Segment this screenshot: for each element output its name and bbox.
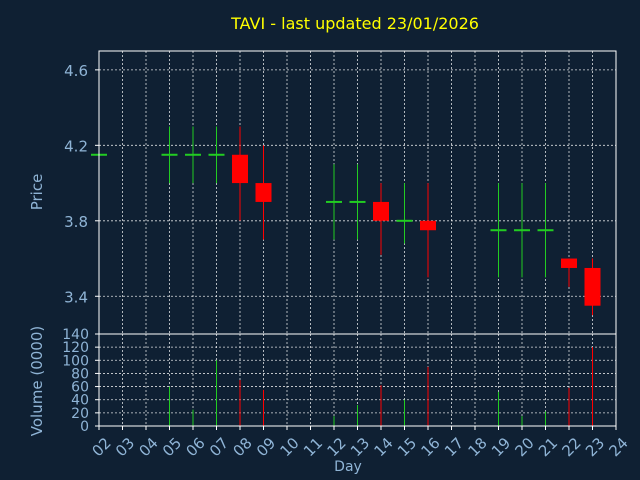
price-tick-label: 4.2: [64, 137, 88, 155]
x-tick-label: 02: [89, 434, 115, 460]
volume-axis-label: Volume (0000): [28, 326, 46, 436]
x-tick-label: 03: [112, 434, 138, 460]
x-tick-label: 10: [277, 434, 303, 460]
price-tick-labels: 3.4 3.8 4.2 4.6: [64, 62, 99, 306]
x-tick-label: 06: [183, 434, 209, 460]
candle-body: [584, 267, 601, 306]
candle-body: [232, 154, 248, 184]
x-tick-label: 19: [488, 434, 514, 460]
x-tick-label: 20: [512, 434, 538, 460]
x-tick-label: 04: [136, 434, 162, 460]
x-tick-label: 15: [394, 434, 420, 460]
x-tick-label: 05: [159, 434, 185, 460]
x-tick-label: 23: [582, 434, 608, 460]
x-tick-label: 08: [230, 434, 256, 460]
x-tick-label: 07: [206, 434, 232, 460]
candle-body: [561, 258, 577, 268]
volume-tick-label: 100: [62, 353, 89, 369]
candles: [91, 126, 601, 316]
volume-tick-label: 140: [62, 327, 89, 343]
price-tick-label: 3.8: [64, 213, 88, 231]
volume-tick-label: 20: [71, 406, 89, 422]
volume-tick-label: 0: [80, 419, 89, 435]
price-axis-label: Price: [28, 174, 46, 211]
x-tick-label: 24: [606, 434, 632, 460]
candle-body: [420, 220, 436, 231]
price-tick-label: 4.6: [64, 62, 88, 80]
x-tick-label: 13: [347, 434, 373, 460]
x-tick-label: 18: [465, 434, 491, 460]
x-tick-label: 22: [559, 434, 585, 460]
volume-bars: [169, 347, 593, 426]
x-tick-labels: 0203040506070809101112131415161718192021…: [89, 426, 632, 460]
x-tick-label: 09: [253, 434, 279, 460]
price-tick-label: 3.4: [64, 288, 88, 306]
volume-tick-label: 120: [62, 340, 89, 356]
x-tick-label: 12: [324, 434, 350, 460]
candle-body: [373, 201, 389, 221]
volume-tick-label: 60: [71, 380, 89, 396]
x-tick-label: 11: [300, 434, 326, 460]
x-axis-label: Day: [334, 459, 362, 475]
candle-body: [255, 183, 272, 202]
x-tick-label: 17: [441, 434, 467, 460]
x-tick-label: 16: [418, 434, 444, 460]
chart-title: TAVI - last updated 23/01/2026: [230, 14, 479, 33]
volume-tick-label: 40: [71, 393, 89, 409]
x-tick-label: 14: [371, 434, 397, 460]
volume-tick-label: 80: [71, 366, 89, 382]
x-tick-label: 21: [535, 434, 561, 460]
